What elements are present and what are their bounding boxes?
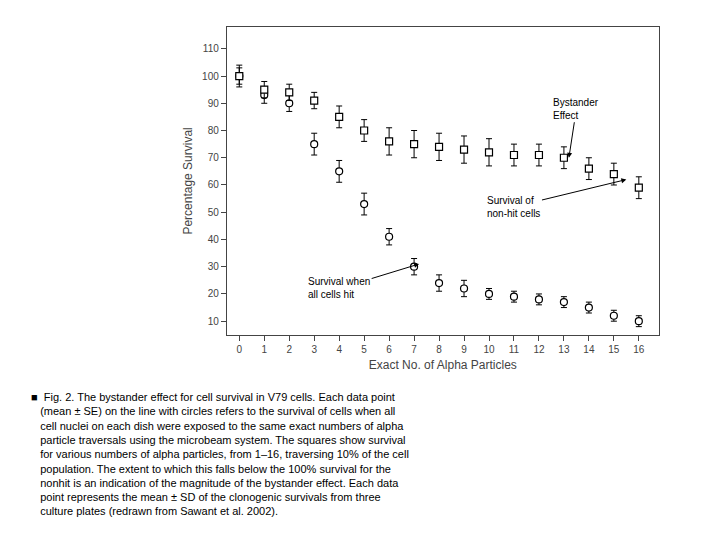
svg-text:60: 60: [208, 179, 220, 190]
svg-text:90: 90: [208, 98, 220, 109]
svg-text:16: 16: [633, 344, 645, 355]
svg-text:40: 40: [208, 234, 220, 245]
svg-text:10: 10: [208, 316, 220, 327]
svg-text:9: 9: [461, 344, 467, 355]
svg-text:80: 80: [208, 125, 220, 136]
svg-text:5: 5: [361, 344, 367, 355]
svg-text:7: 7: [411, 344, 417, 355]
svg-text:0: 0: [237, 344, 243, 355]
svg-text:20: 20: [208, 288, 220, 299]
svg-text:11: 11: [509, 344, 520, 355]
svg-text:50: 50: [208, 207, 220, 218]
svg-text:1: 1: [261, 344, 267, 355]
svg-text:12: 12: [533, 344, 545, 355]
svg-text:70: 70: [208, 152, 220, 163]
svg-text:4: 4: [336, 344, 342, 355]
svg-text:6: 6: [386, 344, 392, 355]
svg-text:10: 10: [483, 344, 495, 355]
svg-text:Exact No. of Alpha Particles: Exact No. of Alpha Particles: [369, 358, 517, 372]
svg-text:110: 110: [203, 43, 219, 54]
svg-text:2: 2: [286, 344, 292, 355]
svg-text:14: 14: [583, 344, 595, 355]
svg-text:BystanderEffect: BystanderEffect: [553, 97, 599, 121]
svg-text:30: 30: [208, 261, 220, 272]
svg-text:Survival whenall cells hit: Survival whenall cells hit: [308, 276, 370, 300]
svg-text:Survival ofnon-hit cells: Survival ofnon-hit cells: [487, 195, 540, 219]
svg-text:15: 15: [608, 344, 620, 355]
svg-text:Percentage Survival: Percentage Survival: [181, 127, 195, 234]
svg-text:8: 8: [436, 344, 442, 355]
svg-text:13: 13: [558, 344, 570, 355]
svg-text:100: 100: [202, 71, 219, 82]
svg-text:3: 3: [311, 344, 317, 355]
svg-text:■ Fig. 2. The bystander effec: ■ Fig. 2. The bystander effect for cell …: [31, 391, 409, 517]
